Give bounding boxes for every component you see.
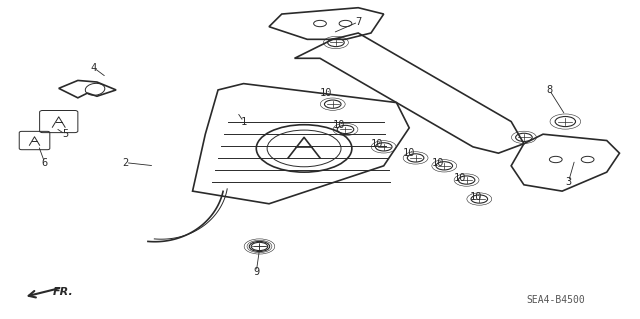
Text: 10: 10 xyxy=(431,158,444,168)
Text: 1: 1 xyxy=(241,116,246,127)
Text: 10: 10 xyxy=(333,120,346,130)
Text: FR.: FR. xyxy=(52,287,73,297)
Text: 10: 10 xyxy=(454,174,467,183)
Text: 10: 10 xyxy=(470,192,483,203)
Text: 6: 6 xyxy=(42,158,48,168)
Text: 10: 10 xyxy=(320,88,333,98)
Text: 10: 10 xyxy=(403,148,415,158)
Text: 5: 5 xyxy=(62,129,68,139)
Text: SEA4-B4500: SEA4-B4500 xyxy=(526,295,585,305)
Text: 4: 4 xyxy=(91,63,97,73)
Text: 8: 8 xyxy=(547,85,552,95)
Text: 3: 3 xyxy=(565,177,572,187)
Text: 9: 9 xyxy=(253,267,259,277)
Text: 10: 10 xyxy=(371,139,383,149)
Text: 2: 2 xyxy=(122,158,129,168)
Text: 7: 7 xyxy=(355,17,362,27)
